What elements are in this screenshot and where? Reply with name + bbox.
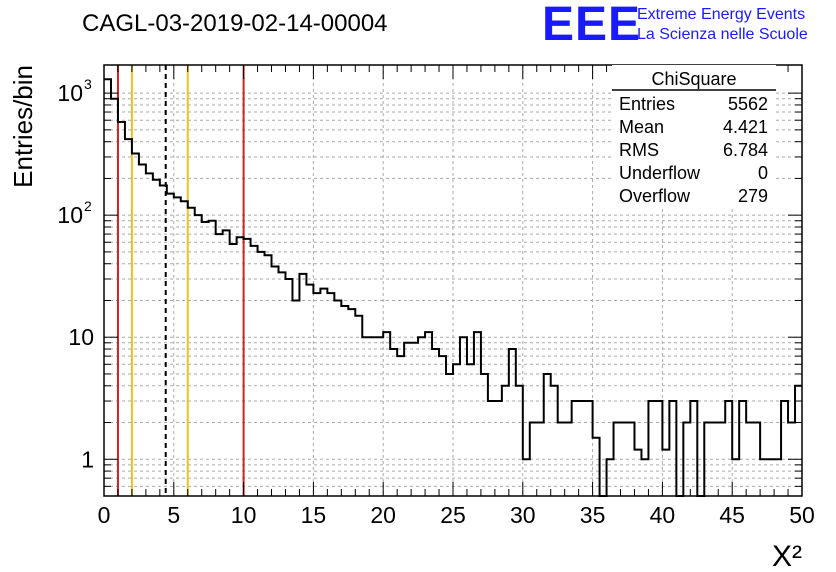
histogram-bin: [334, 300, 341, 496]
histogram-bin: [439, 356, 446, 496]
histogram-bin: [237, 237, 244, 496]
histogram-bin: [662, 450, 669, 496]
histogram-bin: [739, 401, 746, 496]
x-tick-label: 50: [789, 502, 815, 528]
stats-row-label: RMS: [619, 140, 659, 160]
histogram-bin: [795, 386, 802, 496]
histogram-bin: [202, 222, 209, 496]
x-tick-label: 10: [231, 502, 257, 528]
stats-box: ChiSquare Entries 5562 Mean 4.421 RMS 6.784 Un…: [612, 65, 776, 207]
y-tick-label: 1: [81, 446, 94, 472]
stats-row-value: 0: [758, 163, 768, 183]
histogram-bin: [397, 356, 404, 496]
histogram-bin: [690, 401, 697, 496]
histogram-bin: [362, 337, 369, 496]
stats-row-value: 279: [738, 186, 768, 206]
histogram-bin: [327, 293, 334, 496]
y-tick-exponent: 3: [84, 76, 92, 92]
histogram-bin: [593, 438, 600, 496]
histogram-bins: [104, 78, 802, 497]
histogram-bin: [306, 285, 313, 496]
histogram-bin: [244, 239, 251, 496]
histogram-bin: [579, 401, 586, 496]
histogram-bin: [634, 450, 641, 496]
x-tick-label: 35: [580, 502, 606, 528]
histogram-bin: [216, 234, 223, 496]
histogram-bin: [404, 343, 411, 496]
stats-row-value: 6.784: [723, 140, 768, 160]
histogram-bin: [516, 386, 523, 496]
histogram-bin: [292, 300, 299, 496]
histogram-bin: [453, 364, 460, 496]
histogram-bin: [411, 343, 418, 496]
histogram-bin: [488, 401, 495, 496]
histogram-bin: [279, 272, 286, 496]
stats-box-background: [612, 65, 776, 207]
histogram-bin: [146, 173, 153, 496]
histogram-bin: [251, 246, 258, 496]
histogram-bin: [467, 364, 474, 496]
histogram-bin: [669, 401, 676, 496]
stats-row-label: Underflow: [619, 163, 701, 183]
eee-logo-line1: Extreme Energy Events: [637, 6, 805, 23]
histogram-bin: [648, 401, 655, 496]
histogram-bin: [223, 230, 230, 496]
histogram-bin: [160, 186, 167, 496]
histogram-bin: [551, 386, 558, 496]
x-tick-label: 45: [719, 502, 745, 528]
histogram-bin: [572, 401, 579, 496]
histogram-bin: [460, 337, 467, 496]
x-axis-label: X²: [772, 540, 802, 572]
histogram-bin: [209, 221, 216, 496]
histogram-outline: [104, 78, 802, 497]
chart-title: CAGL-03-2019-02-14-00004: [82, 10, 388, 37]
histogram-bin: [139, 165, 146, 496]
stats-row-value: 5562: [728, 94, 768, 114]
histogram-bin: [376, 337, 383, 496]
histogram-bin: [725, 401, 732, 496]
y-axis-label: Entries/bin: [8, 65, 38, 188]
x-tick-label: 0: [98, 502, 111, 528]
histogram-bin: [418, 337, 425, 496]
y-tick-label: 10: [57, 202, 83, 228]
x-tick-label: 5: [167, 502, 180, 528]
histogram-bin: [195, 215, 202, 496]
histogram-bin: [167, 194, 174, 496]
stats-title: ChiSquare: [651, 69, 736, 89]
eee-logo-mark: EEE: [542, 0, 641, 51]
y-tick-exponent: 2: [84, 198, 92, 214]
stats-row-label: Mean: [619, 117, 664, 137]
y-tick-label: 10: [68, 324, 94, 350]
histogram-bin: [265, 255, 272, 496]
histogram-bin: [502, 386, 509, 496]
histogram-bin: [132, 154, 139, 496]
histogram-bin: [369, 337, 376, 496]
histogram-bin: [111, 99, 118, 496]
x-tick-label: 15: [301, 502, 327, 528]
y-tick-label: 10: [57, 80, 83, 106]
stats-row-value: 4.421: [723, 117, 768, 137]
histogram-bin: [188, 208, 195, 496]
x-tick-label: 40: [650, 502, 676, 528]
histogram-bin: [313, 293, 320, 496]
x-tick-label: 30: [510, 502, 536, 528]
x-tick-label: 25: [440, 502, 466, 528]
eee-logo: EEE Extreme Energy Events La Scienza nel…: [542, 0, 808, 51]
histogram-bin: [285, 279, 292, 496]
x-tick-label: 20: [370, 502, 396, 528]
histogram-bin: [586, 401, 593, 496]
vertical-markers: [116, 65, 245, 496]
histogram-bin: [125, 139, 132, 496]
stats-row-label: Overflow: [619, 186, 691, 206]
histogram-bin: [781, 401, 788, 496]
histogram-bin: [655, 401, 662, 496]
histogram-bin: [299, 274, 306, 496]
histogram-bin: [495, 401, 502, 496]
stats-row-label: Entries: [619, 94, 675, 114]
eee-logo-line2: La Scienza nelle Scuole: [637, 26, 808, 43]
histogram-bin: [230, 244, 237, 496]
